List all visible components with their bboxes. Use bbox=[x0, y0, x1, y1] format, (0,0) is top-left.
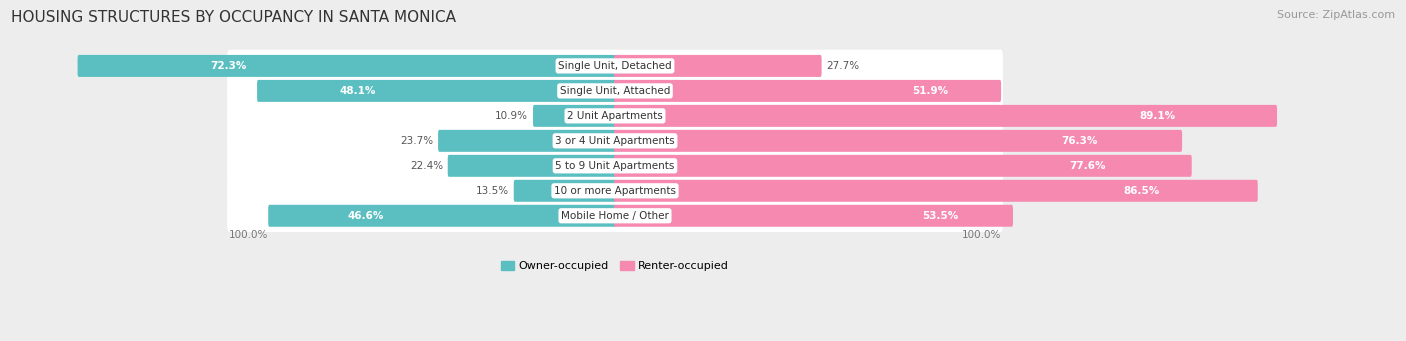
FancyBboxPatch shape bbox=[269, 205, 616, 227]
FancyBboxPatch shape bbox=[513, 180, 616, 202]
Text: 77.6%: 77.6% bbox=[1069, 161, 1105, 171]
FancyBboxPatch shape bbox=[226, 150, 1002, 182]
FancyBboxPatch shape bbox=[533, 105, 616, 127]
FancyBboxPatch shape bbox=[614, 105, 1277, 127]
Text: 86.5%: 86.5% bbox=[1123, 186, 1160, 196]
FancyBboxPatch shape bbox=[614, 55, 821, 77]
FancyBboxPatch shape bbox=[257, 80, 616, 102]
Text: 5 to 9 Unit Apartments: 5 to 9 Unit Apartments bbox=[555, 161, 675, 171]
FancyBboxPatch shape bbox=[77, 55, 616, 77]
Text: 76.3%: 76.3% bbox=[1062, 136, 1097, 146]
Text: Single Unit, Detached: Single Unit, Detached bbox=[558, 61, 672, 71]
Text: 13.5%: 13.5% bbox=[475, 186, 509, 196]
Text: Mobile Home / Other: Mobile Home / Other bbox=[561, 211, 669, 221]
Text: 48.1%: 48.1% bbox=[340, 86, 377, 96]
FancyBboxPatch shape bbox=[226, 75, 1002, 107]
Text: 10.9%: 10.9% bbox=[495, 111, 529, 121]
FancyBboxPatch shape bbox=[226, 124, 1002, 157]
Text: 46.6%: 46.6% bbox=[347, 211, 384, 221]
FancyBboxPatch shape bbox=[226, 175, 1002, 207]
FancyBboxPatch shape bbox=[439, 130, 616, 152]
Text: 53.5%: 53.5% bbox=[922, 211, 959, 221]
FancyBboxPatch shape bbox=[614, 155, 1192, 177]
FancyBboxPatch shape bbox=[614, 80, 1001, 102]
Text: 3 or 4 Unit Apartments: 3 or 4 Unit Apartments bbox=[555, 136, 675, 146]
Text: HOUSING STRUCTURES BY OCCUPANCY IN SANTA MONICA: HOUSING STRUCTURES BY OCCUPANCY IN SANTA… bbox=[11, 10, 457, 25]
Text: 22.4%: 22.4% bbox=[409, 161, 443, 171]
Text: 89.1%: 89.1% bbox=[1139, 111, 1175, 121]
Text: 100.0%: 100.0% bbox=[962, 230, 1001, 240]
Text: Source: ZipAtlas.com: Source: ZipAtlas.com bbox=[1277, 10, 1395, 20]
FancyBboxPatch shape bbox=[226, 50, 1002, 82]
FancyBboxPatch shape bbox=[226, 199, 1002, 232]
FancyBboxPatch shape bbox=[447, 155, 616, 177]
FancyBboxPatch shape bbox=[614, 180, 1258, 202]
FancyBboxPatch shape bbox=[614, 205, 1012, 227]
Text: 23.7%: 23.7% bbox=[401, 136, 433, 146]
Text: 10 or more Apartments: 10 or more Apartments bbox=[554, 186, 676, 196]
FancyBboxPatch shape bbox=[614, 130, 1182, 152]
Text: 72.3%: 72.3% bbox=[211, 61, 247, 71]
Text: Single Unit, Attached: Single Unit, Attached bbox=[560, 86, 671, 96]
Text: 51.9%: 51.9% bbox=[912, 86, 949, 96]
Legend: Owner-occupied, Renter-occupied: Owner-occupied, Renter-occupied bbox=[496, 256, 734, 276]
Text: 2 Unit Apartments: 2 Unit Apartments bbox=[567, 111, 662, 121]
Text: 100.0%: 100.0% bbox=[229, 230, 269, 240]
FancyBboxPatch shape bbox=[226, 100, 1002, 132]
Text: 27.7%: 27.7% bbox=[827, 61, 859, 71]
